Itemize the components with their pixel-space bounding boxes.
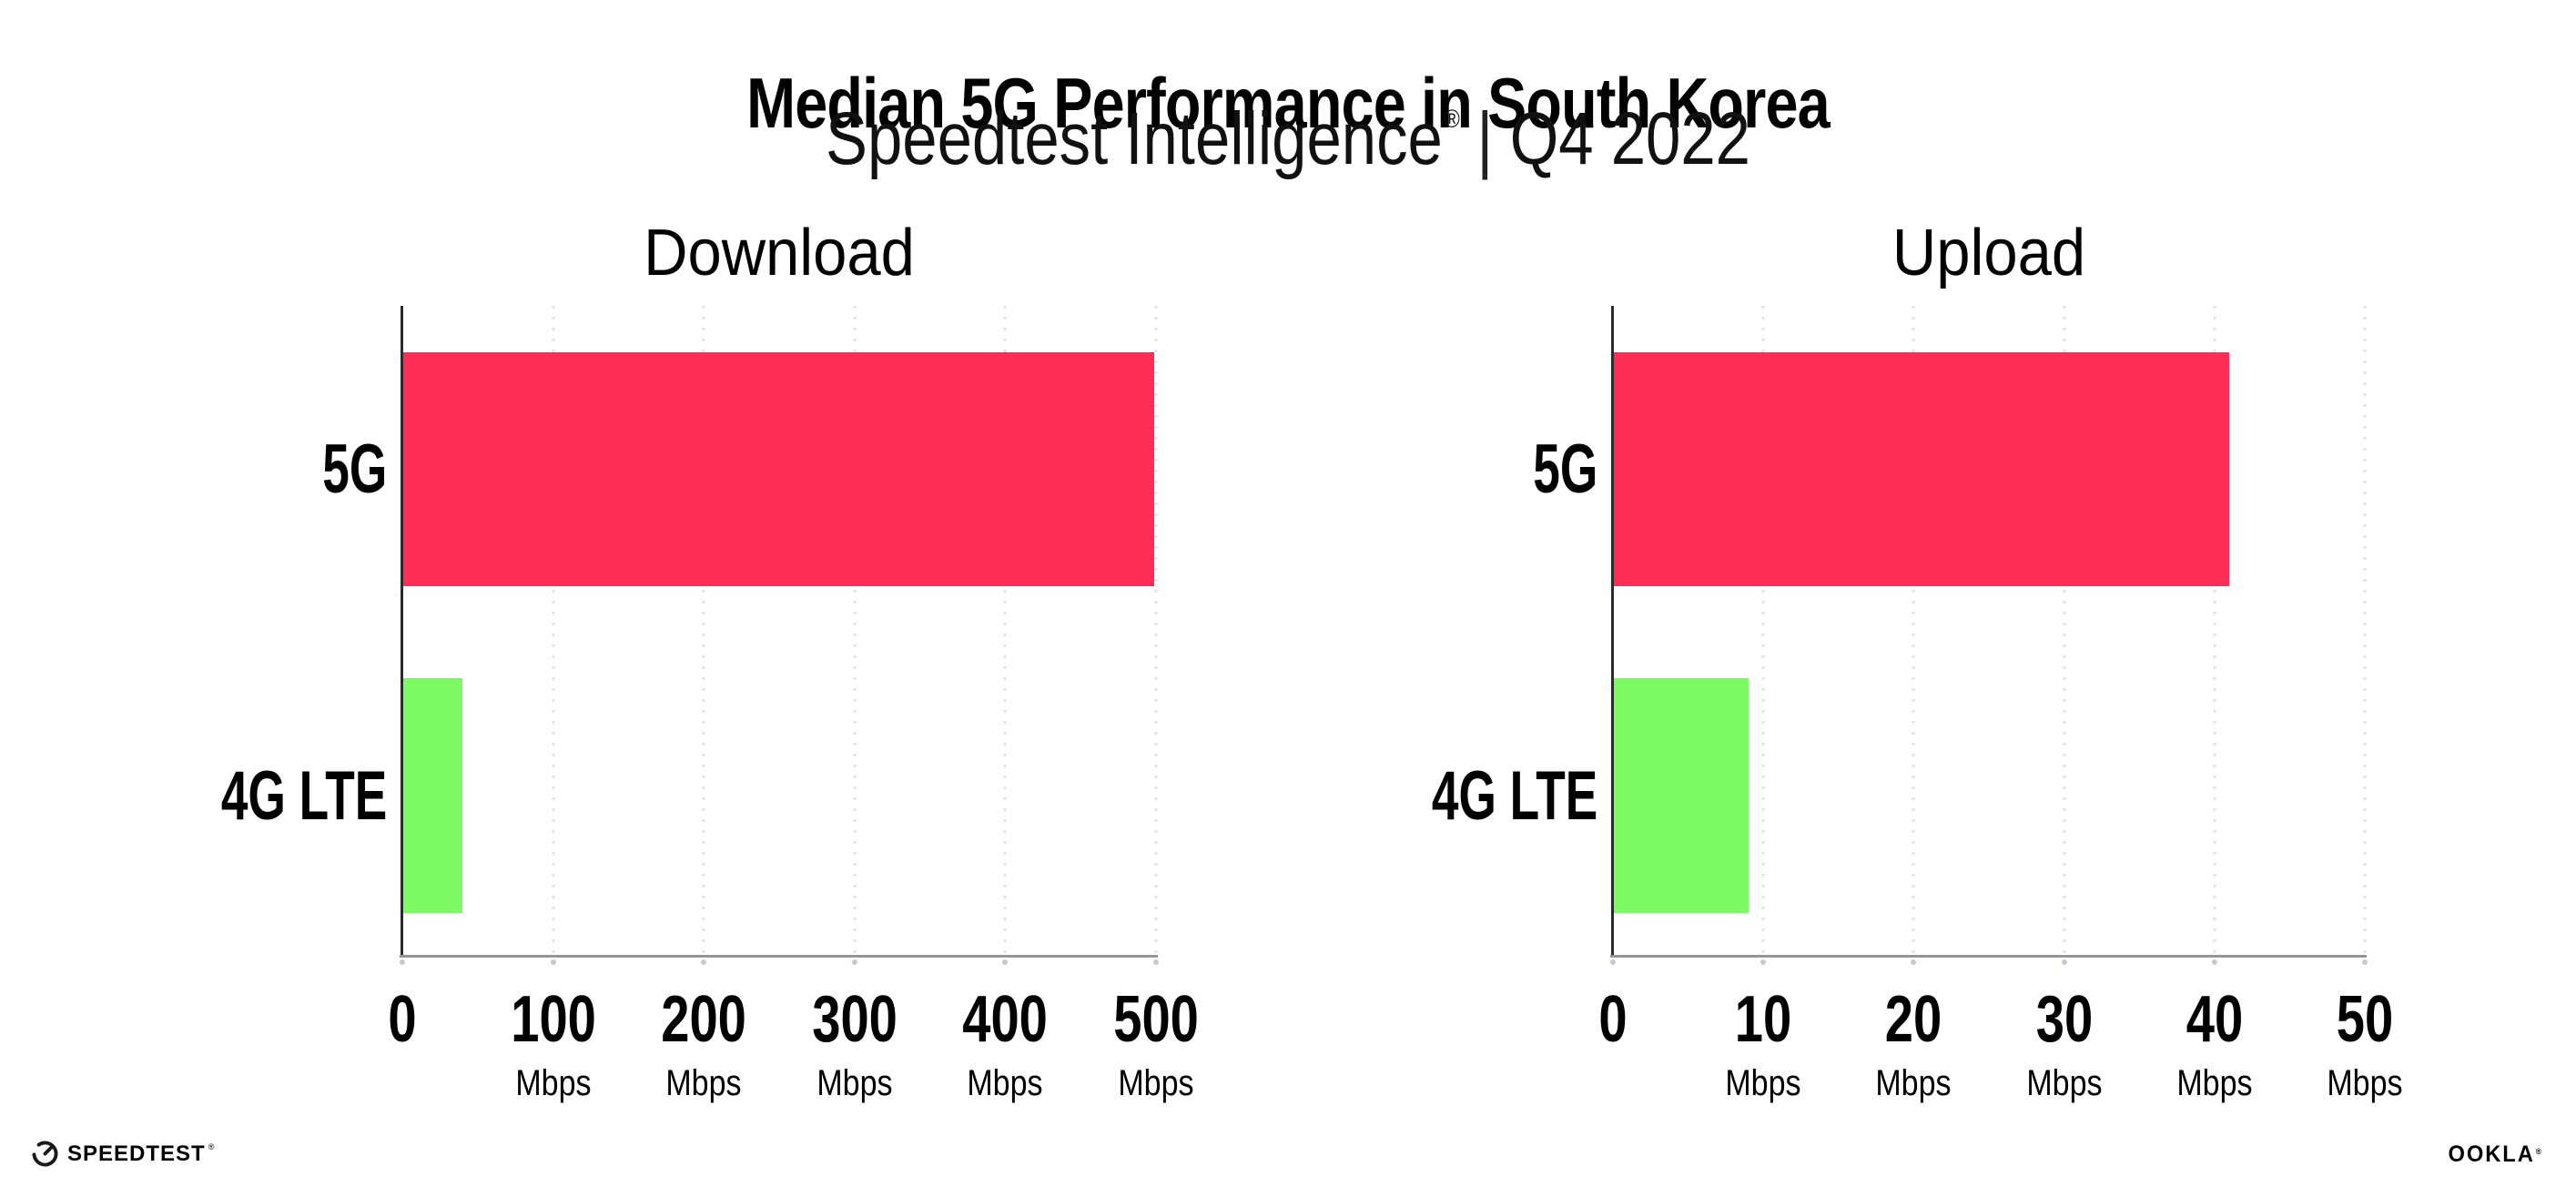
tick-value: 300 [811, 983, 898, 1056]
ookla-wordmark: OOKLA [2448, 1141, 2535, 1167]
download-chart: Download 5G 4G LTE 0 100 [221, 220, 1199, 1101]
page-title: Median 5G Performance in South Korea [746, 63, 1830, 144]
x-tick-label: 20 Mbps [1813, 987, 2013, 1101]
x-tick-label: 500 Mbps [1056, 987, 1256, 1101]
x-tick-label: 40 Mbps [2115, 987, 2315, 1101]
y-axis-spine [401, 306, 403, 957]
subtitle-divider: | [1476, 97, 1494, 180]
x-tick-label: 300 Mbps [755, 987, 955, 1101]
gridline-50 [2363, 306, 2367, 956]
tick-value: 10 [1734, 983, 1792, 1056]
tick-unit: Mbps [1118, 1063, 1194, 1103]
x-tick-label: 0 [302, 987, 502, 1065]
x-tick-label: 200 Mbps [603, 987, 804, 1101]
tick-value: 400 [962, 983, 1049, 1056]
tick-mark-200 [701, 959, 707, 965]
gridline-500 [1154, 306, 1158, 956]
x-tick-label: 10 Mbps [1663, 987, 1863, 1101]
tick-value: 100 [510, 983, 596, 1056]
tick-value: 40 [2186, 983, 2244, 1056]
subtitle-brand: Speedtest Intelligence [826, 97, 1443, 180]
download-5g-bar [402, 352, 1155, 586]
tick-unit: Mbps [1875, 1063, 1952, 1103]
tick-unit: Mbps [2176, 1063, 2253, 1103]
gridline-30 [2063, 306, 2066, 956]
speedtest-gauge-icon [31, 1140, 59, 1168]
x-tick-label: 0 [1513, 987, 1713, 1065]
upload-chart: Upload 5G 4G LTE 0 10 [1432, 220, 2403, 1101]
tick-unit: Mbps [2026, 1063, 2103, 1103]
x-tick-label: 400 Mbps [905, 987, 1105, 1101]
tick-mark-40 [2211, 959, 2217, 965]
y-axis-spine [1611, 306, 1614, 957]
category-label-5g: 5G [1533, 431, 1598, 508]
subtitle-period: Q4 2022 [1509, 97, 1750, 180]
x-tick-label: 50 Mbps [2265, 987, 2465, 1101]
tick-value: 50 [2336, 983, 2394, 1056]
registered-trademark-icon: ® [2535, 1147, 2543, 1156]
registered-trademark-icon: ® [1444, 105, 1460, 133]
tick-unit: Mbps [515, 1063, 592, 1103]
gridline-20 [1912, 306, 1915, 956]
tick-mark-300 [851, 959, 857, 965]
tick-mark-50 [2362, 959, 2368, 965]
tick-mark-0 [1610, 959, 1616, 965]
tick-value: 200 [661, 983, 747, 1056]
upload-4g-lte-bar [1613, 678, 1749, 913]
tick-value: 0 [388, 983, 417, 1056]
tick-value: 0 [1598, 983, 1628, 1056]
upload-5g-bar [1613, 352, 2230, 586]
upload-chart-title: Upload [1891, 217, 2086, 289]
x-tick-label: 30 Mbps [1964, 987, 2165, 1101]
page-subtitle: Speedtest Intelligence® | Q4 2022 [206, 102, 2369, 177]
tick-unit: Mbps [967, 1063, 1043, 1103]
x-axis-line [1610, 955, 2367, 958]
tick-unit: Mbps [816, 1063, 893, 1103]
speedtest-logo: SPEEDTEST ® [31, 1140, 214, 1168]
gridline-40 [2213, 306, 2216, 956]
gridline-400 [1003, 306, 1007, 956]
x-axis-line [400, 955, 1158, 958]
category-label-5g: 5G [322, 431, 388, 508]
tick-mark-100 [550, 959, 556, 965]
tick-value: 20 [1885, 983, 1942, 1056]
tick-mark-20 [1911, 959, 1917, 965]
tick-value: 500 [1113, 983, 1199, 1056]
download-4g-lte-bar [402, 678, 463, 913]
tick-mark-0 [400, 959, 405, 965]
speedtest-wordmark: SPEEDTEST [67, 1141, 206, 1166]
download-plot-area: 5G 4G LTE 0 100 Mbps 200 Mbps 300 Mbps 4… [221, 306, 1199, 1101]
category-label-4g-lte: 4G LTE [1431, 756, 1598, 835]
tick-mark-10 [1760, 959, 1767, 965]
tick-mark-30 [2061, 959, 2067, 965]
ookla-logo: OOKLA® [2449, 1143, 2543, 1166]
tick-unit: Mbps [1725, 1063, 1801, 1103]
gridline-200 [702, 306, 705, 956]
upload-plot-area: 5G 4G LTE 0 10 Mbps 20 Mbps 30 Mbps 40 M… [1432, 306, 2403, 1101]
tick-value: 30 [2035, 983, 2093, 1056]
x-tick-label: 100 Mbps [453, 987, 654, 1101]
category-label-4g-lte: 4G LTE [220, 756, 388, 835]
gridline-100 [552, 306, 555, 956]
tick-mark-400 [1002, 959, 1009, 965]
registered-trademark-icon: ® [208, 1141, 215, 1151]
gridline-10 [1761, 306, 1765, 956]
tick-unit: Mbps [2327, 1063, 2403, 1103]
gridline-300 [853, 306, 857, 956]
tick-mark-500 [1153, 959, 1159, 965]
tick-unit: Mbps [665, 1063, 742, 1103]
download-chart-title: Download [644, 217, 915, 289]
